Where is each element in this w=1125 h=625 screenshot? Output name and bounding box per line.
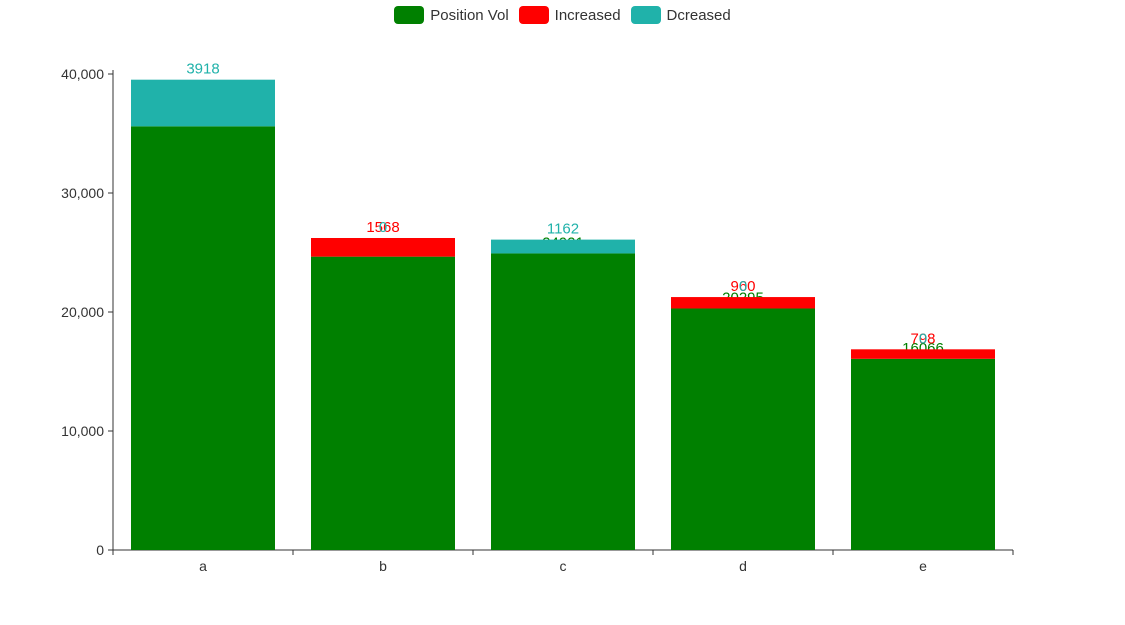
y-tick-label: 20,000 [61,304,104,320]
bar-position-vol[interactable] [131,126,275,550]
legend-item-increased[interactable]: Increased [518,6,621,24]
data-label: 3918 [186,61,219,78]
y-tick-label: 10,000 [61,423,104,439]
y-tick-label: 0 [96,542,104,558]
x-tick-label: e [919,558,927,574]
data-label: 1162 [547,221,579,238]
legend-label-dcreased: Dcreased [666,6,731,24]
bar-increased[interactable] [851,349,995,359]
data-label: 960 [730,278,755,295]
x-tick-label: a [199,558,207,574]
data-label: 798 [910,330,935,347]
data-label: 0 [919,330,927,347]
y-tick-label: 30,000 [61,185,104,201]
chart-legend: Position Vol Increased Dcreased [0,4,1125,26]
bar-position-vol[interactable] [311,256,455,550]
bar-dcreased[interactable] [491,239,635,254]
bar-position-vol[interactable] [851,358,995,550]
y-tick-label: 40,000 [61,66,104,82]
data-label: 1568 [366,219,399,236]
legend-swatch-position-vol [394,6,425,24]
legend-swatch-increased [518,6,549,24]
bar-increased[interactable] [671,297,815,309]
legend-label-position-vol: Position Vol [430,6,509,24]
legend-label-increased: Increased [554,6,621,24]
bar-position-vol[interactable] [671,308,815,550]
x-tick-label: b [379,558,387,574]
data-label: 0 [379,219,387,236]
x-tick-label: c [560,558,567,574]
data-label: 0 [739,278,747,295]
bar-position-vol[interactable] [491,253,635,550]
legend-swatch-dcreased [630,6,661,24]
x-tick-label: d [739,558,747,574]
legend-item-dcreased[interactable]: Dcreased [630,6,731,24]
legend-item-position-vol[interactable]: Position Vol [394,6,509,24]
bar-increased[interactable] [311,237,455,257]
bar-dcreased[interactable] [131,79,275,127]
